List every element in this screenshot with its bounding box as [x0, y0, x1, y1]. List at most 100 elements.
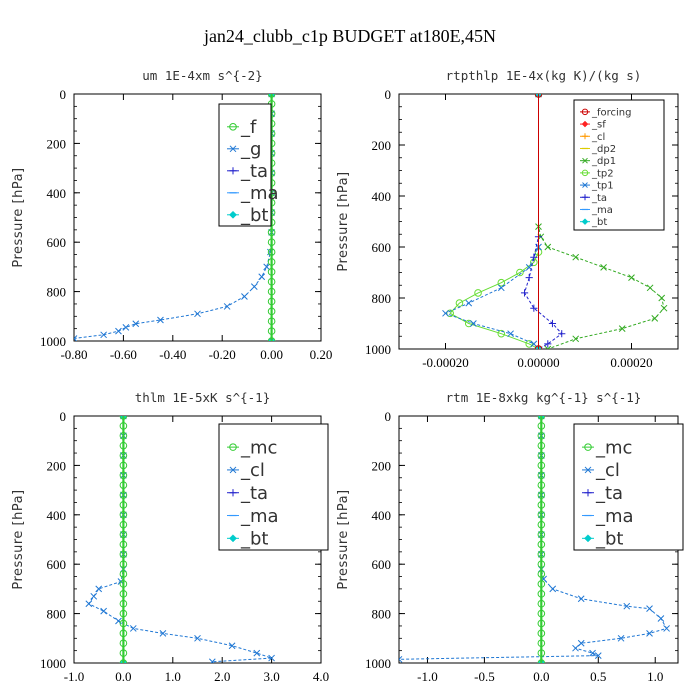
legend-marker [582, 194, 588, 201]
legend-label: _ta [595, 483, 623, 504]
y-tick-label: 600 [372, 557, 392, 572]
series-mc [537, 416, 546, 663]
data-point [208, 658, 216, 663]
x-tick-label: 0.20 [310, 347, 333, 362]
data-point [537, 491, 546, 499]
x-tick-label: -1.0 [64, 669, 85, 684]
data-point [646, 630, 653, 637]
legend: _f_g_ta_ma_bt [218, 103, 279, 227]
data-point [119, 530, 128, 539]
x-tick-label: 4.0 [313, 669, 329, 684]
data-point [132, 320, 140, 328]
y-tick-label: 0 [385, 409, 392, 424]
legend-label: _mc [240, 437, 277, 458]
legend-marker [584, 534, 592, 543]
figure-title: jan24_clubb_c1p BUDGET at180E,45N [203, 26, 496, 46]
data-point [399, 655, 403, 663]
data-point [119, 629, 128, 638]
data-point [537, 629, 546, 638]
data-point [119, 599, 128, 608]
legend-label: _bt [595, 529, 623, 550]
legend-label: _ta [240, 483, 268, 504]
data-point [95, 585, 103, 593]
y-tick-label: 400 [372, 508, 392, 523]
panel-title: rtpthlp 1E-4x(kg K)/(kg s) [446, 68, 642, 83]
data-point [119, 619, 128, 628]
plot-area [74, 94, 276, 341]
data-point [100, 607, 107, 615]
series-dp1 [535, 94, 668, 349]
data-point [658, 294, 666, 302]
data-point [267, 94, 276, 98]
y-axis-label: Pressure [hPa] [336, 489, 351, 589]
data-point [241, 293, 248, 300]
x-tick-label: -0.5 [474, 669, 495, 684]
data-point [535, 94, 542, 98]
panel-title: rtm 1E-8xkg kg^{-1} s^{-1} [446, 390, 642, 405]
legend-marker [229, 489, 237, 497]
data-point [537, 609, 546, 618]
data-point [530, 340, 538, 348]
data-point [646, 605, 653, 613]
y-tick-label: 600 [47, 235, 67, 250]
legend: _forcing _sf_cl_dp2_dp1_tp2 _tp1_ta_ma_bt [573, 99, 665, 231]
data-point [651, 315, 659, 322]
data-point [525, 274, 533, 282]
data-point [258, 273, 266, 281]
legend: _mc_cl_ta_ma_bt [573, 423, 684, 551]
data-point [122, 324, 130, 331]
legend-marker [229, 145, 237, 153]
data-point [119, 511, 128, 519]
legend-marker [229, 534, 237, 543]
y-axis-label: Pressure [hPa] [11, 167, 26, 267]
data-point [474, 289, 482, 297]
legend-label: _cl [240, 460, 265, 481]
data-point [119, 580, 128, 588]
data-point [618, 325, 626, 332]
y-tick-label: 600 [372, 240, 392, 255]
data-point [537, 471, 546, 480]
data-point [537, 441, 546, 450]
data-point [577, 639, 585, 647]
data-point [119, 422, 128, 430]
data-point [100, 331, 107, 339]
x-tick-label: 1.0 [165, 669, 181, 684]
y-tick-label: 200 [372, 458, 392, 473]
plot-area [399, 416, 670, 663]
series-tp2 [446, 94, 543, 349]
data-point [520, 289, 529, 297]
data-point [623, 602, 631, 610]
data-point [537, 416, 545, 420]
data-point [628, 274, 635, 281]
data-point [537, 481, 546, 489]
x-tick-label: -0.20 [209, 347, 236, 362]
data-point [119, 540, 128, 549]
x-tick-label: -0.00020 [422, 355, 469, 370]
legend-marker [584, 443, 592, 451]
y-tick-label: 800 [372, 291, 392, 306]
data-point [119, 471, 128, 480]
x-tick-label: 0.0 [533, 669, 549, 684]
data-point [572, 644, 579, 652]
data-point [497, 278, 506, 287]
data-point [228, 642, 236, 650]
data-point [119, 570, 128, 578]
y-tick-label: 0 [385, 87, 392, 102]
data-point [194, 634, 201, 642]
y-tick-label: 1000 [40, 656, 66, 671]
data-point [464, 319, 473, 328]
x-tick-label: 2.0 [214, 669, 230, 684]
y-tick-label: 1000 [40, 334, 66, 349]
data-point [267, 268, 276, 276]
y-tick-label: 200 [47, 136, 67, 151]
data-point [119, 461, 128, 470]
data-point [537, 431, 546, 440]
data-point [267, 307, 276, 316]
data-point [194, 310, 201, 318]
data-point [119, 609, 128, 618]
x-tick-label: 3.0 [263, 669, 279, 684]
x-tick-label: 0.00020 [610, 355, 652, 370]
legend-label: _f [240, 117, 257, 138]
data-point [507, 330, 514, 338]
